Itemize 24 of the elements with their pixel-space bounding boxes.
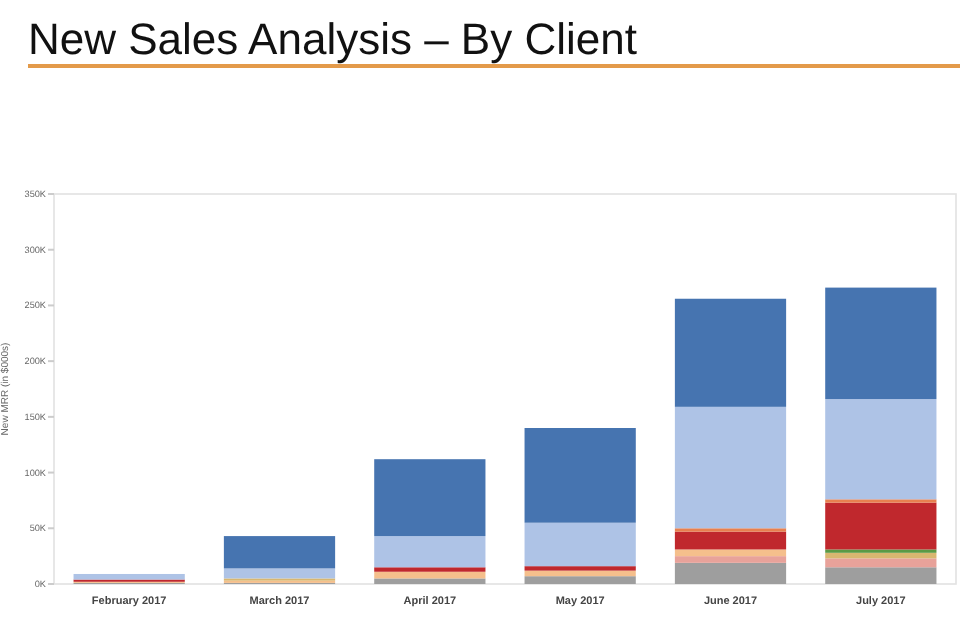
bar bbox=[825, 287, 937, 400]
bar bbox=[674, 531, 787, 550]
bar bbox=[374, 459, 486, 537]
bar bbox=[825, 552, 937, 559]
bar bbox=[223, 536, 336, 569]
bar bbox=[223, 568, 336, 579]
bar bbox=[674, 298, 787, 407]
bar bbox=[374, 536, 486, 568]
bar bbox=[674, 562, 787, 584]
bar bbox=[674, 549, 787, 557]
bar bbox=[524, 428, 636, 523]
bar bbox=[374, 578, 486, 584]
bar bbox=[674, 406, 787, 529]
bar bbox=[524, 576, 636, 584]
bar bbox=[825, 567, 937, 584]
bar bbox=[674, 556, 787, 563]
bar bbox=[524, 522, 636, 567]
chart-title: New Sales Analysis – By Client bbox=[28, 14, 637, 64]
bar bbox=[524, 570, 636, 577]
bar bbox=[374, 571, 486, 579]
bar bbox=[73, 573, 185, 580]
bar bbox=[825, 399, 937, 500]
bar bbox=[825, 558, 937, 568]
bar bbox=[825, 502, 937, 550]
